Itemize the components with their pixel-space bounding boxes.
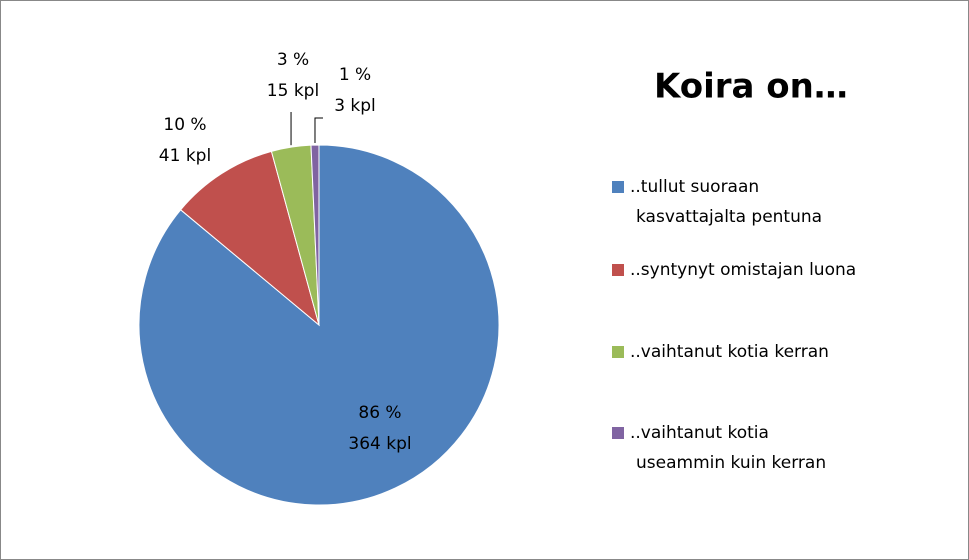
pie-slice [310,144,320,326]
legend-line: useammin kuin kerran [636,453,826,473]
percent-label: 10 % [163,115,206,135]
legend-label: ..vaihtanut kotia kerran [630,342,829,362]
percent-label: 1 % [339,65,371,85]
chart-title: Koira on… [654,67,848,107]
legend-swatch [612,427,624,439]
legend-swatch [612,346,624,358]
value-label: 15 kpl [267,81,319,101]
legend-swatch [612,264,624,276]
value-label: 364 kpl [348,434,411,454]
legend-line: kasvattajalta pentuna [636,207,822,227]
legend-swatch [612,181,624,193]
legend-line: ..tullut suoraan [630,177,759,197]
percent-label: 3 % [277,50,309,70]
value-label: 41 kpl [159,146,211,166]
legend-line: ..vaihtanut kotia kerran [630,342,829,362]
legend-line: ..syntynyt omistajan luona [630,260,856,280]
legend-label: ..tullut suoraan kasvattajalta pentuna [630,177,822,227]
value-label: 3 kpl [334,96,376,116]
leader-line [314,117,323,144]
legend-label: ..vaihtanut kotia useammin kuin kerran [630,423,826,473]
legend-label: ..syntynyt omistajan luona [630,260,856,280]
percent-label: 86 % [358,403,401,423]
pie-slice [179,150,320,327]
legend-line: ..vaihtanut kotia [630,423,769,443]
